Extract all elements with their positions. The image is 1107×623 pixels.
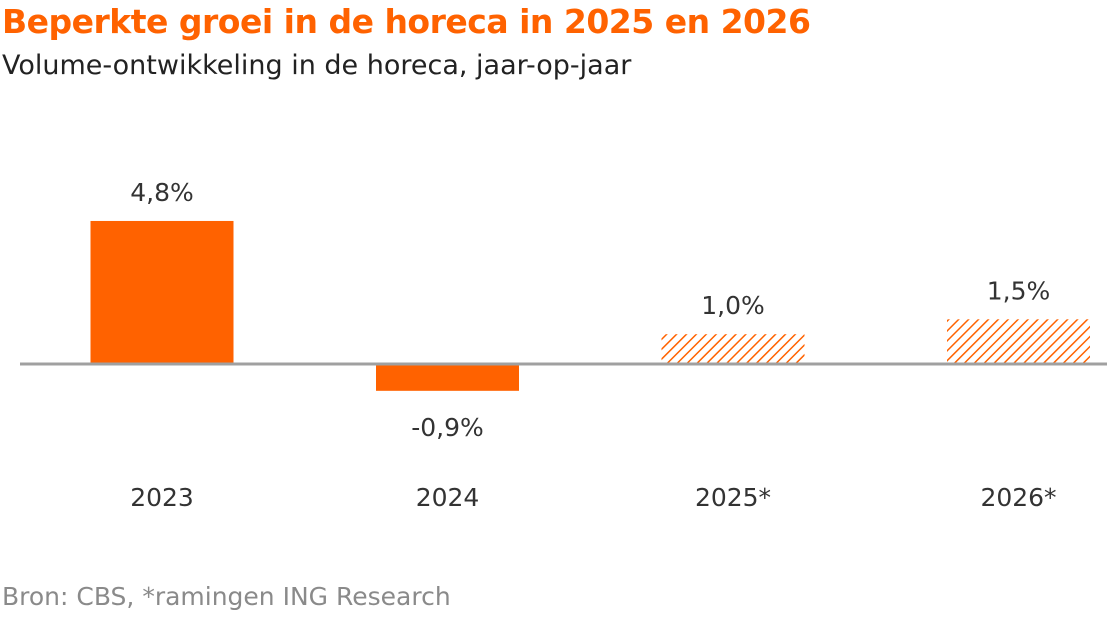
bar-2023 — [90, 220, 234, 364]
source-note: Bron: CBS, *ramingen ING Research — [2, 582, 451, 611]
x-tick-label: 2026* — [980, 483, 1056, 512]
x-tick-label: 2024 — [416, 483, 480, 512]
data-label: 1,0% — [701, 291, 765, 320]
chart-title: Beperkte groei in de horeca in 2025 en 2… — [2, 2, 811, 41]
x-tick-label: 2025* — [695, 483, 771, 512]
bar-2024 — [376, 364, 519, 391]
data-label: 1,5% — [987, 276, 1051, 305]
data-label: 4,8% — [130, 178, 194, 207]
chart-subtitle: Volume-ontwikkeling in de horeca, jaar-o… — [2, 50, 632, 81]
data-label: -0,9% — [411, 413, 484, 442]
bar-2025 — [661, 334, 805, 364]
x-tick-label: 2023 — [130, 483, 194, 512]
bar-2026 — [947, 319, 1090, 364]
